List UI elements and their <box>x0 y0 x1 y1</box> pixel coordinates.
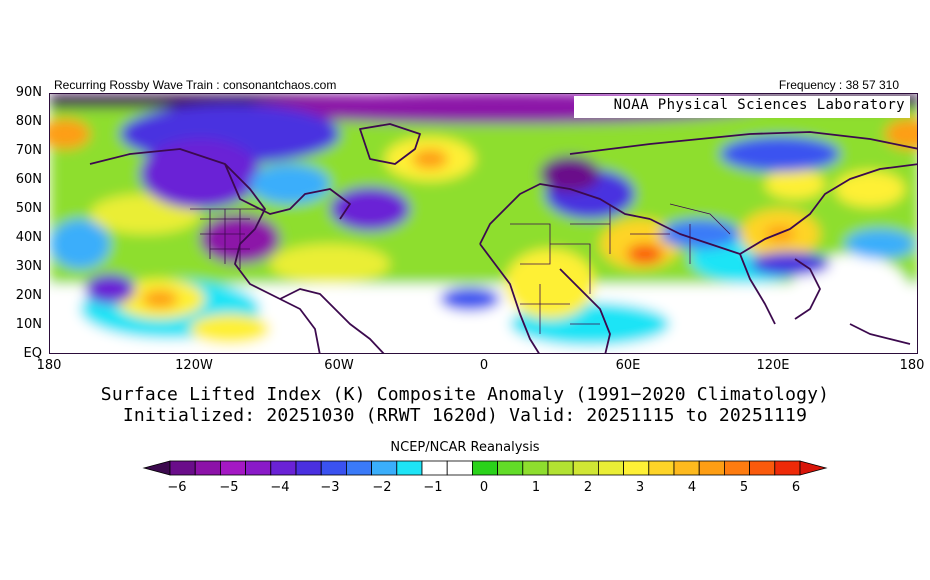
colorbar-swatch <box>471 460 498 476</box>
header-frequency: Frequency : 38 57 310 <box>778 78 899 92</box>
colorbar-tick: 6 <box>791 480 801 495</box>
lat-label: 90N <box>15 85 42 100</box>
colorbar-swatch <box>421 460 448 476</box>
colorbar-swatch <box>320 460 347 476</box>
colorbar-tick: 1 <box>531 480 541 495</box>
lon-label: 180 <box>899 358 925 373</box>
colorbar-swatch <box>724 460 751 476</box>
lon-label: 60E <box>615 358 641 373</box>
lat-label: 30N <box>15 259 42 274</box>
colorbar-swatch <box>220 460 247 476</box>
lon-label: 60W <box>324 358 354 373</box>
colorbar-tick: 3 <box>635 480 645 495</box>
colorbar <box>142 460 828 476</box>
lat-label: 80N <box>15 114 42 129</box>
lon-label: 0 <box>479 358 489 373</box>
colorbar-swatch <box>169 460 196 476</box>
lab-label-box <box>574 96 910 118</box>
lat-label: EQ <box>23 346 42 361</box>
lat-label: 10N <box>15 317 42 332</box>
header-credit: Recurring Rossby Wave Train : consonantc… <box>54 78 337 92</box>
colorbar-tick: −2 <box>372 480 392 495</box>
colorbar-swatch <box>623 460 650 476</box>
lat-label: 40N <box>15 230 42 245</box>
colorbar-swatch <box>673 460 700 476</box>
lat-label: 70N <box>15 143 42 158</box>
colorbar-tick: 2 <box>583 480 593 495</box>
colorbar-swatch <box>295 460 322 476</box>
colorbar-swatch <box>270 460 297 476</box>
lat-label: 50N <box>15 201 42 216</box>
colorbar-tick: −4 <box>270 480 290 495</box>
figure-subtitle: Initialized: 20251030 (RRWT 1620d) Valid… <box>122 405 808 426</box>
anomaly-field <box>50 94 917 353</box>
colorbar-swatch <box>774 460 801 476</box>
colorbar-swatch <box>547 460 574 476</box>
figure-title: Surface Lifted Index (K) Composite Anoma… <box>100 384 830 405</box>
colorbar-swatch <box>597 460 624 476</box>
lon-label: 120W <box>175 358 213 373</box>
colorbar-tick: −1 <box>423 480 443 495</box>
colorbar-swatch <box>446 460 473 476</box>
colorbar-swatch <box>194 460 221 476</box>
lon-label: 180 <box>36 358 62 373</box>
colorbar-swatch <box>371 460 398 476</box>
colorbar-tick: 5 <box>739 480 749 495</box>
colorbar-swatch <box>698 460 725 476</box>
anomaly-map: NOAA Physical Sciences Laboratory <box>49 93 918 354</box>
lat-label: 20N <box>15 288 42 303</box>
colorbar-swatch <box>749 460 776 476</box>
colorbar-swatch <box>245 460 272 476</box>
colorbar-tick: −5 <box>219 480 239 495</box>
colorbar-title: NCEP/NCAR Reanalysis <box>390 440 540 455</box>
colorbar-tick: −6 <box>167 480 187 495</box>
lon-label: 120E <box>756 358 790 373</box>
colorbar-tick: −3 <box>320 480 340 495</box>
colorbar-swatch <box>396 460 423 476</box>
colorbar-arrow-right <box>799 460 828 476</box>
colorbar-swatch <box>522 460 549 476</box>
colorbar-swatch <box>648 460 675 476</box>
colorbar-arrow-left <box>142 460 171 476</box>
colorbar-tick: 4 <box>687 480 697 495</box>
lab-label: NOAA Physical Sciences Laboratory <box>613 97 905 113</box>
colorbar-swatch <box>572 460 599 476</box>
colorbar-swatch <box>497 460 524 476</box>
colorbar-swatch <box>345 460 372 476</box>
colorbar-tick: 0 <box>479 480 489 495</box>
lat-label: 60N <box>15 172 42 187</box>
